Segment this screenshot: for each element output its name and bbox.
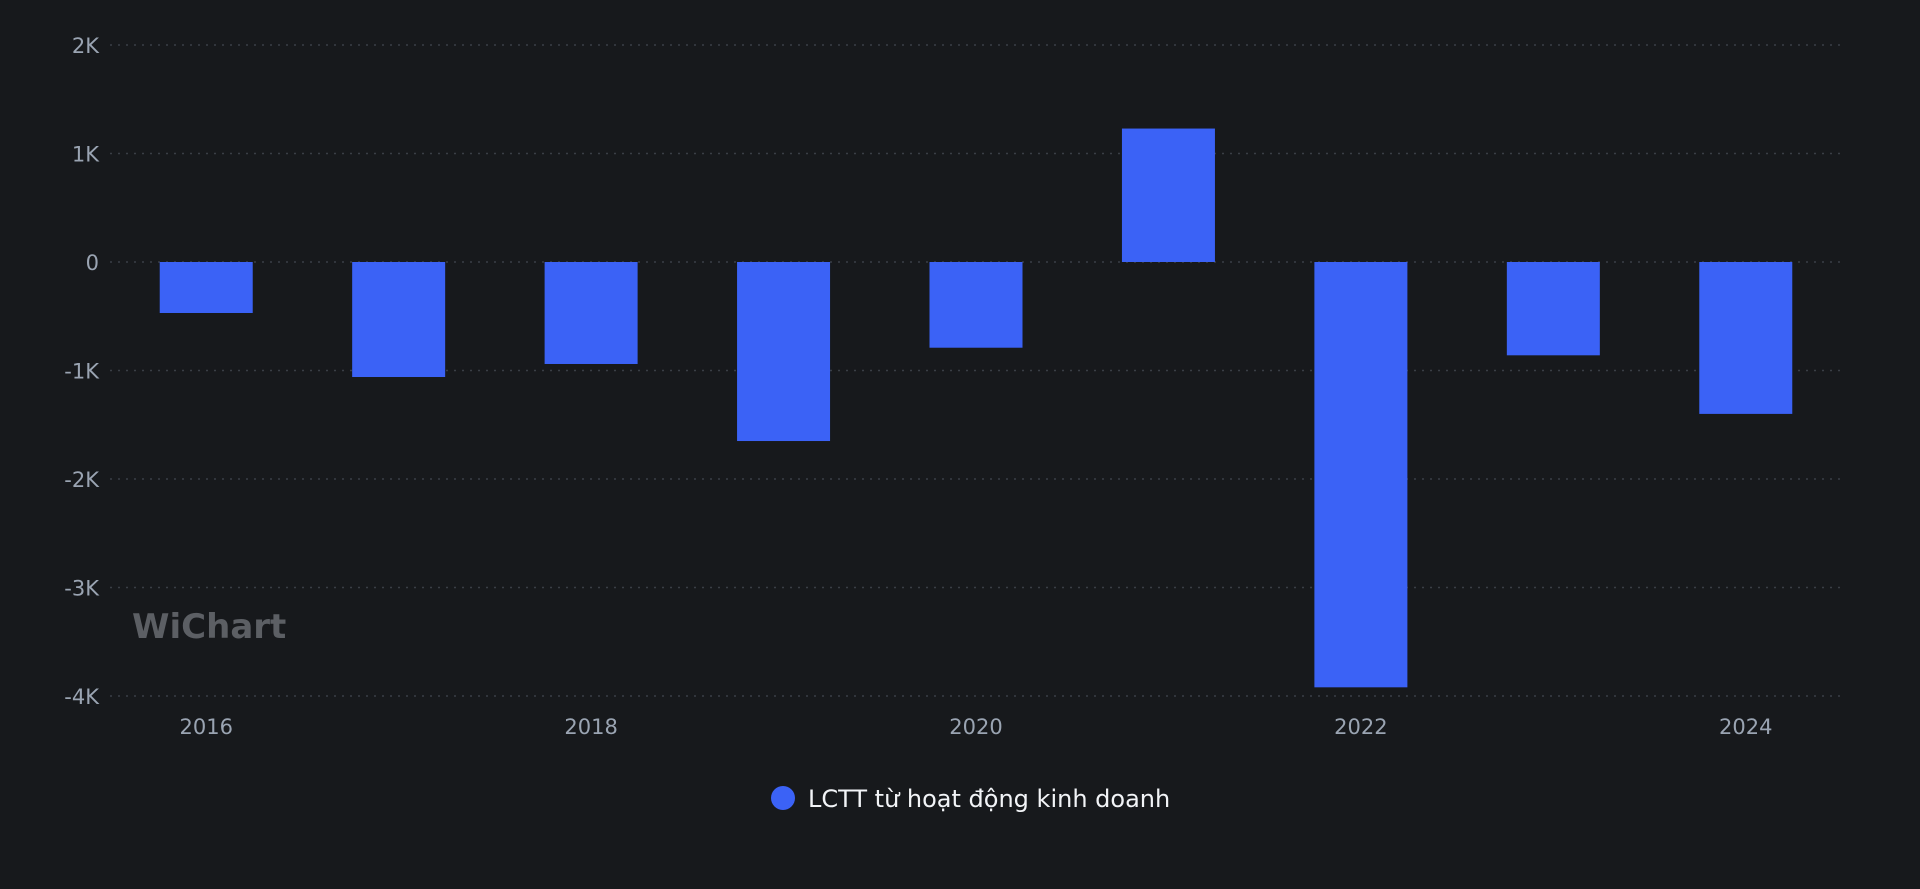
x-tick-label: 2024 — [1719, 715, 1772, 739]
bar-2019[interactable] — [737, 262, 831, 442]
x-tick-label: 2016 — [179, 715, 232, 739]
bar-2024[interactable] — [1699, 262, 1793, 414]
watermark-text: WiChart — [132, 607, 286, 647]
legend-label[interactable]: LCTT từ hoạt động kinh doanh — [808, 785, 1170, 813]
wichart-logo: WiChart — [132, 607, 286, 647]
legend-marker[interactable] — [771, 786, 795, 810]
y-axis-tick-labels: 2K 1K 0 -1K -2K -3K -4K — [64, 34, 100, 709]
y-tick-label: 1K — [72, 143, 100, 167]
bar-2020[interactable] — [929, 262, 1023, 348]
y-tick-label: 0 — [86, 251, 99, 275]
y-tick-label: -3K — [64, 577, 100, 601]
bar-2016[interactable] — [159, 262, 253, 313]
bar-2022[interactable] — [1314, 262, 1408, 688]
bars — [159, 128, 1793, 688]
y-tick-label: -2K — [64, 468, 100, 492]
bar-2017[interactable] — [352, 262, 446, 378]
x-axis-tick-labels: 2016 2018 2020 2022 2024 — [179, 715, 1772, 739]
x-tick-label: 2020 — [949, 715, 1002, 739]
legend[interactable]: LCTT từ hoạt động kinh doanh — [771, 785, 1170, 813]
x-tick-label: 2018 — [564, 715, 617, 739]
bar-2018[interactable] — [544, 262, 638, 364]
y-tick-label: -4K — [64, 685, 100, 709]
y-tick-label: 2K — [72, 34, 100, 58]
x-tick-label: 2022 — [1334, 715, 1387, 739]
bar-2023[interactable] — [1506, 262, 1600, 356]
bar-2021[interactable] — [1121, 128, 1215, 262]
y-tick-label: -1K — [64, 360, 100, 384]
